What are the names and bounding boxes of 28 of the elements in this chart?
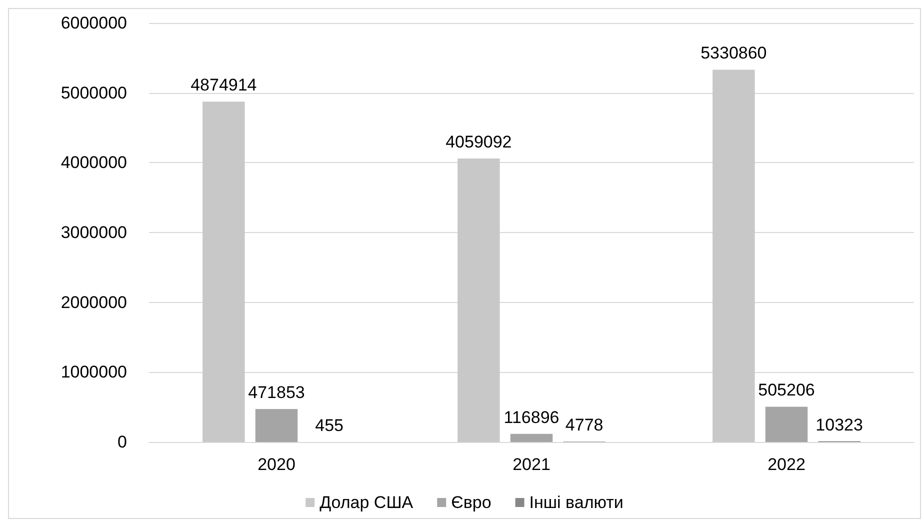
data-label: 4059092 bbox=[446, 132, 512, 152]
x-tick-label: 2021 bbox=[512, 455, 550, 474]
bar bbox=[765, 406, 808, 442]
legend-label: Долар США bbox=[320, 493, 414, 512]
data-label: 505206 bbox=[758, 380, 815, 400]
data-label: 116896 bbox=[504, 408, 560, 427]
x-tick-label: 2022 bbox=[768, 455, 806, 474]
data-label: 10323 bbox=[816, 415, 863, 434]
bar bbox=[712, 70, 755, 442]
data-label: 5330860 bbox=[700, 44, 767, 63]
y-tick-label: 5000000 bbox=[60, 83, 127, 102]
data-label: 471853 bbox=[248, 383, 305, 402]
legend-label: Євро bbox=[451, 493, 492, 512]
data-label: 455 bbox=[315, 416, 344, 435]
y-tick-label: 6000000 bbox=[60, 14, 127, 32]
bar bbox=[458, 158, 500, 442]
data-label: 4874914 bbox=[190, 76, 257, 95]
y-tick-label: 3000000 bbox=[60, 223, 127, 242]
bar bbox=[510, 434, 553, 442]
x-tick-label: 2020 bbox=[258, 455, 296, 474]
bar bbox=[202, 102, 245, 442]
data-label: 4778 bbox=[565, 416, 604, 435]
y-tick-label: 2000000 bbox=[60, 292, 127, 312]
legend-label: Інші валюти bbox=[529, 493, 624, 512]
bar bbox=[255, 409, 298, 442]
y-tick-label: 0 bbox=[118, 432, 127, 452]
y-tick-label: 1000000 bbox=[60, 362, 127, 382]
y-tick-label: 4000000 bbox=[60, 153, 127, 172]
